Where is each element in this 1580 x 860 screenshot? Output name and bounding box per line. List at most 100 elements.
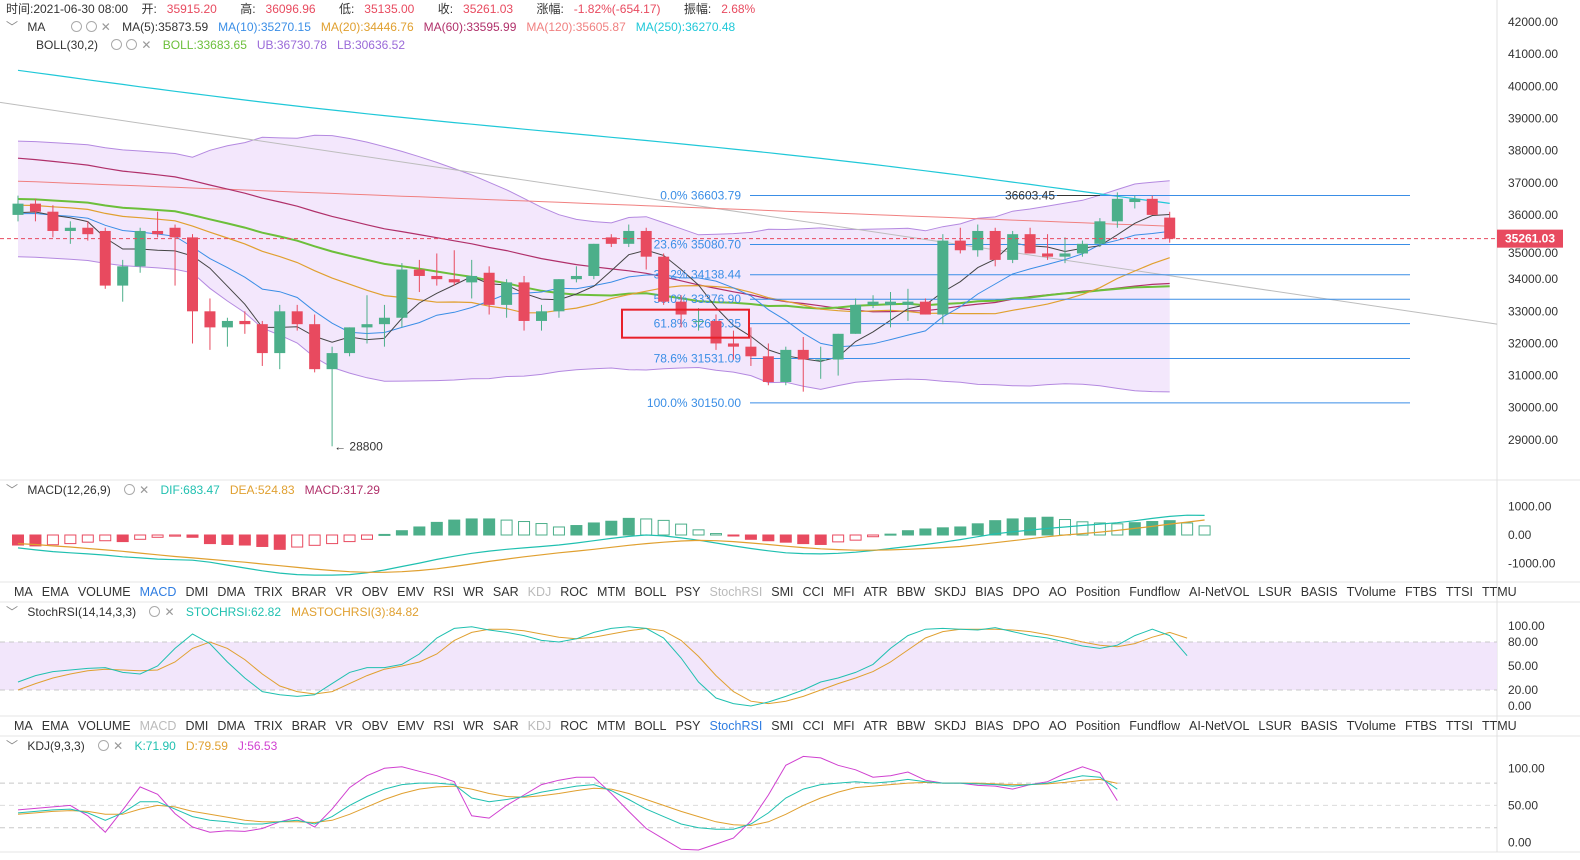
collapse-icon[interactable]: ﹀ (6, 605, 19, 619)
tab-psy[interactable]: PSY (675, 585, 701, 599)
tab-position[interactable]: Position (1075, 585, 1121, 599)
tab-mfi[interactable]: MFI (833, 719, 855, 733)
settings-icon[interactable] (124, 484, 136, 495)
tab-smi[interactable]: SMI (771, 719, 794, 733)
tab-wr[interactable]: WR (463, 719, 484, 733)
close-icon[interactable]: ✕ (139, 483, 150, 497)
tab-bbw[interactable]: BBW (896, 585, 926, 599)
tab-position[interactable]: Position (1075, 719, 1121, 733)
tab-dmi[interactable]: DMI (185, 719, 209, 733)
tab-emv[interactable]: EMV (397, 585, 425, 599)
tab-basis[interactable]: BASIS (1300, 719, 1338, 733)
tab-macd[interactable]: MACD (139, 719, 177, 733)
tab-lsur[interactable]: LSUR (1258, 719, 1292, 733)
settings-icon[interactable] (85, 21, 97, 32)
macd-bar (221, 534, 234, 545)
macd-bar (779, 534, 792, 543)
tab-ttmu[interactable]: TTMU (1481, 719, 1517, 733)
tab-skdj[interactable]: SKDJ (934, 719, 967, 733)
macd-bar (500, 519, 513, 536)
close-icon[interactable]: ✕ (164, 605, 175, 619)
tab-roc[interactable]: ROC (560, 585, 589, 599)
collapse-icon[interactable]: ﹀ (6, 20, 19, 34)
tab-cci[interactable]: CCI (802, 585, 825, 599)
settings-icon[interactable] (126, 39, 138, 50)
tab-atr[interactable]: ATR (863, 719, 888, 733)
tab-bias[interactable]: BIAS (975, 585, 1004, 599)
tab-ema[interactable]: EMA (41, 719, 69, 733)
tab-dpo[interactable]: DPO (1012, 719, 1040, 733)
tab-roc[interactable]: ROC (560, 719, 589, 733)
tab-bbw[interactable]: BBW (896, 719, 926, 733)
tab-volume[interactable]: VOLUME (77, 585, 131, 599)
tab-ao[interactable]: AO (1048, 585, 1067, 599)
tab-dpo[interactable]: DPO (1012, 585, 1040, 599)
tab-mtm[interactable]: MTM (597, 585, 626, 599)
eye-icon[interactable] (111, 39, 123, 50)
tab-psy[interactable]: PSY (675, 719, 701, 733)
tab-ai-netvol[interactable]: AI-NetVOL (1188, 719, 1250, 733)
tab-kdj[interactable]: KDJ (527, 719, 552, 733)
eye-icon[interactable] (70, 21, 82, 32)
tab-tvolume[interactable]: TVolume (1346, 719, 1396, 733)
tab-mtm[interactable]: MTM (597, 719, 626, 733)
tab-ai-netvol[interactable]: AI-NetVOL (1188, 585, 1250, 599)
tab-stochrsi[interactable]: StochRSI (709, 719, 763, 733)
tab-emv[interactable]: EMV (397, 719, 425, 733)
tab-mfi[interactable]: MFI (833, 585, 855, 599)
tab-vr[interactable]: VR (335, 585, 353, 599)
tab-fundflow[interactable]: Fundflow (1129, 585, 1180, 599)
close-icon[interactable]: ✕ (100, 20, 111, 34)
tab-ttsi[interactable]: TTSI (1445, 585, 1473, 599)
tab-smi[interactable]: SMI (771, 585, 794, 599)
tab-stochrsi[interactable]: StochRSI (709, 585, 763, 599)
tab-trix[interactable]: TRIX (254, 585, 283, 599)
tab-ma[interactable]: MA (14, 585, 33, 599)
tab-rsi[interactable]: RSI (433, 585, 455, 599)
tab-ao[interactable]: AO (1048, 719, 1067, 733)
ma5-line (17, 211, 1170, 362)
tab-ttmu[interactable]: TTMU (1481, 585, 1517, 599)
tab-obv[interactable]: OBV (361, 719, 389, 733)
candle-body (850, 304, 862, 334)
tab-kdj[interactable]: KDJ (527, 585, 552, 599)
tab-macd[interactable]: MACD (139, 585, 177, 599)
tab-fundflow[interactable]: Fundflow (1129, 719, 1180, 733)
settings-icon[interactable] (149, 606, 161, 617)
tab-bias[interactable]: BIAS (975, 719, 1004, 733)
macd-bar (291, 534, 304, 548)
tab-dmi[interactable]: DMI (185, 585, 209, 599)
tab-ma[interactable]: MA (14, 719, 33, 733)
tab-volume[interactable]: VOLUME (77, 719, 131, 733)
y-tick-label: 32000.00 (1508, 336, 1558, 350)
tab-wr[interactable]: WR (463, 585, 484, 599)
tab-brar[interactable]: BRAR (291, 719, 327, 733)
tab-obv[interactable]: OBV (361, 585, 389, 599)
collapse-icon[interactable]: ﹀ (6, 483, 19, 497)
tab-ema[interactable]: EMA (41, 585, 69, 599)
tab-rsi[interactable]: RSI (433, 719, 455, 733)
tab-basis[interactable]: BASIS (1300, 585, 1338, 599)
tab-boll[interactable]: BOLL (634, 719, 667, 733)
close-icon[interactable]: ✕ (141, 38, 152, 52)
tab-boll[interactable]: BOLL (634, 585, 667, 599)
tab-vr[interactable]: VR (335, 719, 353, 733)
tab-ftbs[interactable]: FTBS (1404, 719, 1437, 733)
tab-dma[interactable]: DMA (217, 585, 246, 599)
tab-skdj[interactable]: SKDJ (934, 585, 967, 599)
tab-sar[interactable]: SAR (492, 719, 519, 733)
tab-sar[interactable]: SAR (492, 585, 519, 599)
collapse-icon[interactable]: ﹀ (6, 739, 19, 753)
close-icon[interactable]: ✕ (113, 739, 124, 753)
tab-trix[interactable]: TRIX (254, 719, 283, 733)
tab-dma[interactable]: DMA (217, 719, 246, 733)
tab-ftbs[interactable]: FTBS (1404, 585, 1437, 599)
tab-lsur[interactable]: LSUR (1258, 585, 1292, 599)
settings-icon[interactable] (98, 740, 110, 751)
tab-ttsi[interactable]: TTSI (1445, 719, 1473, 733)
tab-cci[interactable]: CCI (802, 719, 825, 733)
tab-brar[interactable]: BRAR (291, 585, 327, 599)
tab-tvolume[interactable]: TVolume (1346, 585, 1396, 599)
tab-atr[interactable]: ATR (863, 585, 888, 599)
